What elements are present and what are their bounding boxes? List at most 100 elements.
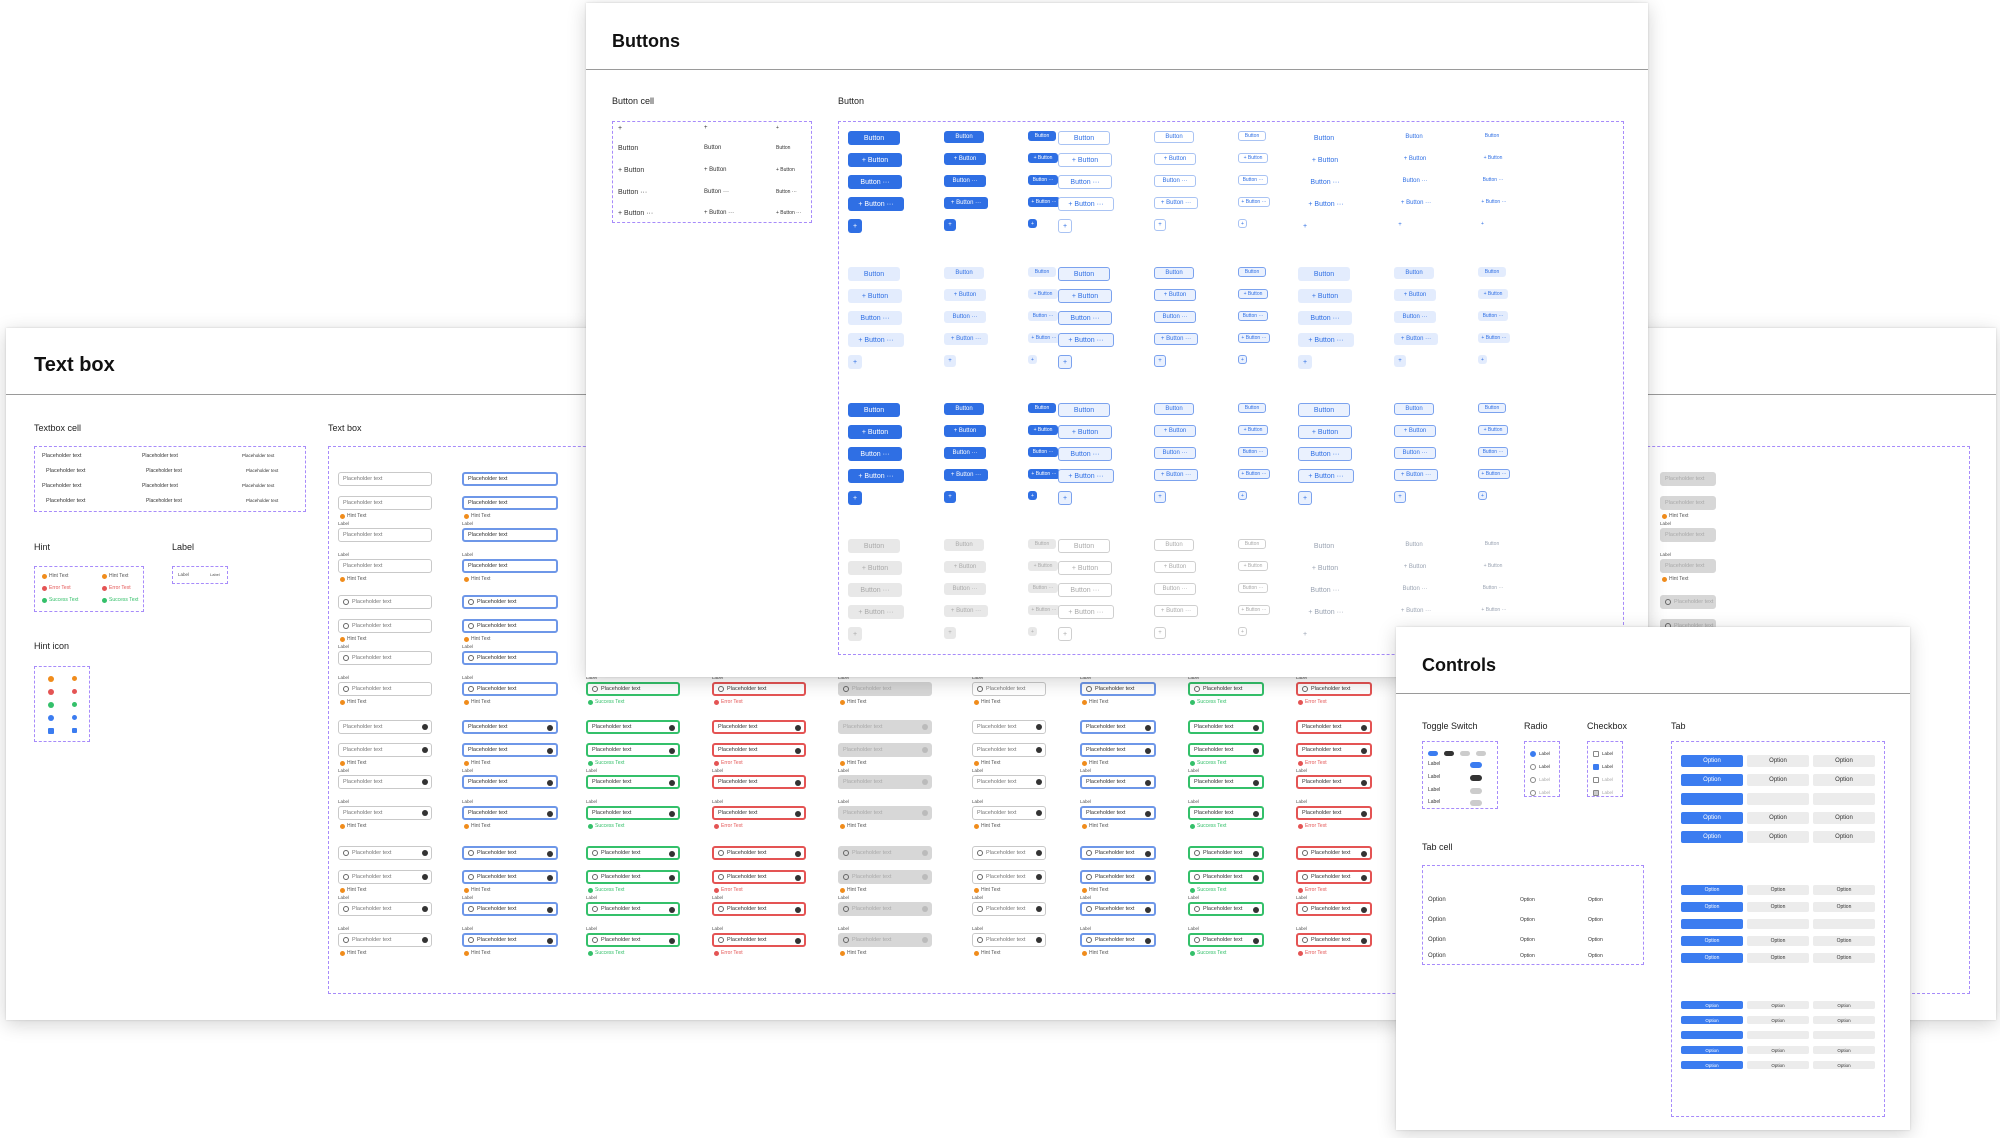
button[interactable]: + Button ··· bbox=[1298, 469, 1354, 483]
button[interactable]: + Button bbox=[944, 425, 986, 437]
button[interactable]: + Button bbox=[1394, 289, 1436, 301]
button[interactable]: + bbox=[944, 219, 956, 231]
button[interactable]: + Button ··· bbox=[848, 333, 904, 347]
button[interactable]: + Button ··· bbox=[1028, 469, 1060, 479]
clear-icon[interactable] bbox=[1361, 851, 1367, 857]
clear-icon[interactable] bbox=[1253, 851, 1259, 857]
text-field[interactable]: Placeholder text bbox=[586, 743, 680, 757]
button[interactable]: Button ··· bbox=[944, 447, 986, 459]
clear-icon[interactable] bbox=[922, 779, 928, 785]
clear-icon[interactable] bbox=[422, 850, 428, 856]
clear-icon[interactable] bbox=[422, 779, 428, 785]
button[interactable]: Button ··· bbox=[848, 583, 902, 597]
tab-option[interactable] bbox=[1747, 1031, 1809, 1039]
clear-icon[interactable] bbox=[1361, 938, 1367, 944]
button[interactable]: + Button bbox=[1028, 561, 1058, 571]
button[interactable]: + bbox=[1238, 627, 1247, 636]
text-field[interactable]: Placeholder text bbox=[838, 902, 932, 916]
button[interactable]: + bbox=[848, 627, 862, 641]
text-field[interactable]: Placeholder text bbox=[462, 846, 558, 860]
button[interactable]: + Button ··· bbox=[1058, 605, 1114, 619]
clear-icon[interactable] bbox=[422, 724, 428, 730]
text-field[interactable]: Placeholder text bbox=[1296, 720, 1372, 734]
button[interactable]: Button bbox=[1028, 131, 1056, 141]
button[interactable]: + bbox=[1058, 355, 1072, 369]
text-field[interactable]: Placeholder text bbox=[462, 595, 558, 609]
button[interactable]: Button bbox=[944, 267, 984, 279]
clear-icon[interactable] bbox=[422, 937, 428, 943]
button[interactable]: + Button ··· bbox=[1058, 333, 1114, 347]
button[interactable]: + Button bbox=[1154, 425, 1196, 437]
button[interactable]: Button ··· bbox=[1394, 311, 1436, 323]
text-field[interactable]: Placeholder text bbox=[972, 870, 1046, 884]
tab-option[interactable]: Option bbox=[1747, 831, 1809, 843]
text-field[interactable]: Placeholder text bbox=[586, 775, 680, 789]
clear-icon[interactable] bbox=[922, 747, 928, 753]
text-field[interactable]: Placeholder text bbox=[972, 933, 1046, 947]
button[interactable]: Button bbox=[848, 131, 900, 145]
tab-option[interactable]: Option bbox=[1681, 1001, 1743, 1009]
clear-icon[interactable] bbox=[1253, 780, 1259, 786]
button[interactable]: + bbox=[848, 355, 862, 369]
tab-option[interactable]: Option bbox=[1747, 1046, 1809, 1054]
text-field[interactable]: Placeholder text bbox=[462, 619, 558, 633]
toggle-switch[interactable] bbox=[1460, 751, 1470, 756]
tab-option[interactable]: Option bbox=[1813, 885, 1875, 895]
clear-icon[interactable] bbox=[1361, 875, 1367, 881]
text-field[interactable]: Placeholder text bbox=[712, 743, 806, 757]
clear-icon[interactable] bbox=[1036, 874, 1042, 880]
button[interactable]: + Button ··· bbox=[1308, 608, 1344, 616]
text-field[interactable]: Placeholder text bbox=[462, 496, 558, 510]
button[interactable]: Button ··· bbox=[1310, 586, 1340, 594]
button[interactable]: + bbox=[1478, 355, 1487, 364]
clear-icon[interactable] bbox=[922, 937, 928, 943]
button[interactable]: Button ··· bbox=[1154, 311, 1196, 323]
button[interactable]: + Button ··· bbox=[1394, 333, 1438, 345]
tab-option[interactable] bbox=[1813, 919, 1875, 929]
text-field[interactable]: Placeholder text bbox=[1296, 933, 1372, 947]
checkbox[interactable] bbox=[1593, 777, 1599, 783]
text-field[interactable]: Placeholder text bbox=[838, 720, 932, 734]
button[interactable]: Button bbox=[944, 403, 984, 415]
clear-icon[interactable] bbox=[795, 875, 801, 881]
text-field[interactable]: Placeholder text bbox=[462, 806, 558, 820]
button[interactable]: + bbox=[944, 355, 956, 367]
button[interactable]: Button ··· bbox=[848, 311, 902, 325]
clear-icon[interactable] bbox=[547, 811, 553, 817]
clear-icon[interactable] bbox=[547, 907, 553, 913]
text-field[interactable]: Placeholder text bbox=[338, 806, 432, 820]
clear-icon[interactable] bbox=[1361, 748, 1367, 754]
button[interactable]: Button bbox=[1484, 541, 1500, 547]
text-field[interactable]: Placeholder text bbox=[1188, 775, 1264, 789]
button[interactable]: + Button ··· bbox=[1154, 333, 1198, 345]
button[interactable]: + Button bbox=[1298, 289, 1352, 303]
clear-icon[interactable] bbox=[922, 906, 928, 912]
tab-option[interactable]: Option bbox=[1681, 953, 1743, 963]
tab-option[interactable]: Option bbox=[1747, 953, 1809, 963]
button[interactable]: + Button bbox=[848, 153, 902, 167]
button[interactable]: + Button bbox=[1478, 425, 1508, 435]
text-field[interactable]: Placeholder text bbox=[338, 528, 432, 542]
tab-option[interactable]: Option bbox=[1813, 902, 1875, 912]
button[interactable]: Button bbox=[1058, 403, 1110, 417]
text-field[interactable]: Placeholder text bbox=[712, 775, 806, 789]
text-field[interactable]: Placeholder text bbox=[712, 682, 806, 696]
tab-option[interactable] bbox=[1813, 1031, 1875, 1039]
tab-option[interactable]: Option bbox=[1747, 812, 1809, 824]
button[interactable]: Button ··· bbox=[1058, 447, 1112, 461]
tab-option[interactable]: Option bbox=[1681, 1046, 1743, 1054]
button[interactable]: + Button bbox=[1238, 561, 1268, 571]
text-field[interactable]: Placeholder text bbox=[338, 846, 432, 860]
clear-icon[interactable] bbox=[669, 938, 675, 944]
text-field[interactable]: Placeholder text bbox=[1080, 933, 1156, 947]
text-field[interactable]: Placeholder text bbox=[586, 682, 680, 696]
text-field[interactable]: Placeholder text bbox=[712, 870, 806, 884]
clear-icon[interactable] bbox=[1361, 725, 1367, 731]
clear-icon[interactable] bbox=[795, 725, 801, 731]
clear-icon[interactable] bbox=[1145, 725, 1151, 731]
button[interactable]: Button bbox=[1154, 403, 1194, 415]
button[interactable]: + bbox=[944, 491, 956, 503]
button[interactable]: + bbox=[944, 627, 956, 639]
tab-option[interactable]: Option bbox=[1681, 885, 1743, 895]
button[interactable]: Button bbox=[1154, 539, 1194, 551]
